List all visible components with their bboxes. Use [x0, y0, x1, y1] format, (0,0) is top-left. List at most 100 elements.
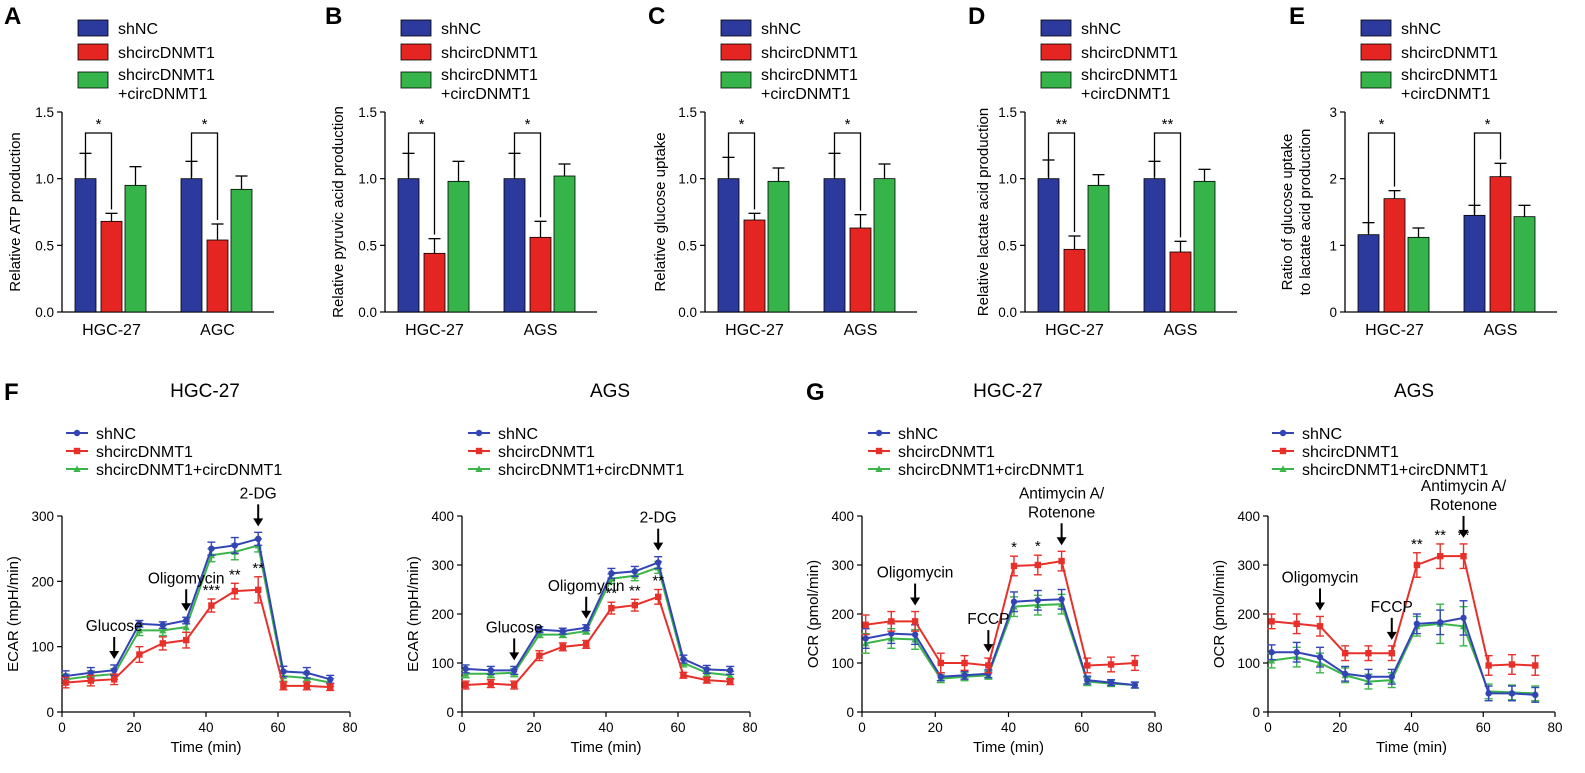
- annotation-label: 2-DG: [640, 510, 677, 527]
- bar-shcircdnmt1-circdnmt1: [230, 188, 253, 313]
- y-axis-label-line: Relative ATP production: [7, 132, 24, 292]
- significance-marker: **: [1411, 536, 1423, 553]
- marker-circle: [136, 620, 143, 627]
- legend-label: shcircDNMT1: [761, 45, 858, 62]
- marker-square: [985, 662, 992, 669]
- series-line-2: [465, 566, 731, 677]
- significance-marker: *: [1485, 116, 1491, 133]
- significance-marker: **: [629, 582, 641, 599]
- y-tick-label: 0.5: [678, 238, 697, 253]
- significance-marker: *: [1379, 116, 1385, 133]
- marker-triangle: [535, 630, 543, 638]
- legend-swatch: [1040, 71, 1072, 89]
- annotation-label: Antimycin A/Rotenone: [1019, 485, 1105, 521]
- marker-circle: [511, 667, 518, 674]
- annotation-label: 2-DG: [240, 485, 277, 502]
- y-tick-label: 3: [1329, 105, 1337, 120]
- y-tick-label: 0.0: [678, 305, 697, 320]
- marker-square: [208, 602, 215, 609]
- annotation-arrowhead: [1315, 602, 1326, 611]
- legend-label: shcircDNMT1+circDNMT1: [1302, 462, 1488, 479]
- y-tick-label: 1.5: [998, 105, 1017, 120]
- marker-square: [961, 659, 968, 667]
- marker-circle: [327, 676, 334, 683]
- category-label: HGC-27: [1045, 322, 1104, 339]
- y-tick-label: 1.0: [998, 172, 1017, 187]
- annotation-arrowhead: [581, 610, 592, 619]
- category-label: AGC: [200, 322, 235, 339]
- annotation-arrowhead: [1386, 631, 1397, 640]
- x-axis-label: Time (min): [973, 739, 1044, 756]
- bar-shcircdnmt1: [1489, 176, 1512, 313]
- series-line-1: [465, 595, 731, 687]
- y-tick-label: 400: [1237, 509, 1260, 524]
- marker-square: [280, 682, 287, 690]
- category-label: HGC-27: [1365, 322, 1424, 339]
- bar-shcircdnmt1-circdnmt1: [1513, 216, 1536, 313]
- legend-swatch: [400, 43, 432, 61]
- bar-shnc: [1037, 178, 1060, 313]
- x-tick-label: 20: [526, 720, 541, 735]
- annotation-label: Oligomycin: [877, 565, 954, 582]
- marker-circle: [1532, 691, 1539, 699]
- legend-label: shcircDNMT1: [96, 444, 193, 461]
- marker-square: [183, 636, 190, 644]
- category-label: HGC-27: [82, 322, 141, 339]
- y-tick-label: 300: [1237, 558, 1260, 573]
- legend-label: shNC: [1401, 21, 1441, 38]
- significance-marker: *: [202, 116, 208, 133]
- legend-label: shNC: [761, 21, 801, 38]
- significance-marker: *: [96, 116, 102, 133]
- y-tick-label: 0.0: [998, 305, 1017, 320]
- legend-label: shcircDNMT1: [118, 45, 215, 62]
- legend-label-line: shcircDNMT1: [441, 67, 538, 84]
- marker-square: [111, 676, 118, 683]
- category-label: AGS: [1164, 322, 1198, 339]
- annotation-label-line: Antimycin A/: [1019, 485, 1105, 502]
- significance-marker: **: [1434, 527, 1446, 544]
- y-tick-label: 1.0: [35, 172, 54, 187]
- marker-circle: [111, 666, 118, 674]
- marker-circle: [475, 429, 483, 437]
- significance-marker: **: [1162, 116, 1174, 133]
- marker-square: [1010, 562, 1018, 570]
- legend-label-line: +circDNMT1: [1081, 86, 1170, 103]
- series-line-2: [865, 603, 1135, 687]
- marker-circle: [727, 667, 734, 674]
- legend-label-line: +circDNMT1: [761, 86, 850, 103]
- marker-circle: [655, 559, 662, 566]
- x-tick-label: 80: [1147, 720, 1162, 735]
- y-tick-label: 2: [1329, 172, 1337, 187]
- annotation-label-line: Antimycin A/: [1421, 478, 1507, 495]
- bar-shcircdnmt1: [743, 219, 766, 313]
- x-tick-label: 40: [198, 720, 213, 735]
- legend-label: shcircDNMT1: [1081, 45, 1178, 62]
- significance-bracket: [407, 132, 436, 235]
- significance-bracket: [727, 132, 756, 210]
- y-axis-label: OCR (pmol/min): [805, 560, 822, 668]
- x-tick-label: 20: [928, 720, 943, 735]
- y-tick-label: 400: [431, 509, 454, 524]
- bar-shcircdnmt1: [849, 227, 872, 313]
- marker-square: [888, 618, 895, 625]
- marker-circle: [1388, 673, 1395, 680]
- bar-shnc: [823, 178, 846, 313]
- y-axis-label: ECAR (mpH/min): [405, 556, 422, 672]
- series-line-1: [65, 588, 331, 689]
- y-axis-label: OCR (pmol/min): [1211, 560, 1228, 668]
- marker-square: [1293, 620, 1300, 627]
- y-tick-label: 0: [1252, 705, 1260, 720]
- marker-square: [511, 681, 518, 689]
- marker-triangle: [135, 626, 143, 634]
- legend-label-line: +circDNMT1: [118, 86, 207, 103]
- y-tick-label: 100: [831, 656, 854, 671]
- significance-marker: ***: [203, 582, 221, 599]
- legend-label: shcircDNMT1: [441, 45, 538, 62]
- x-tick-label: 0: [458, 720, 466, 735]
- legend-swatch: [720, 43, 752, 61]
- marker-circle: [1034, 597, 1042, 604]
